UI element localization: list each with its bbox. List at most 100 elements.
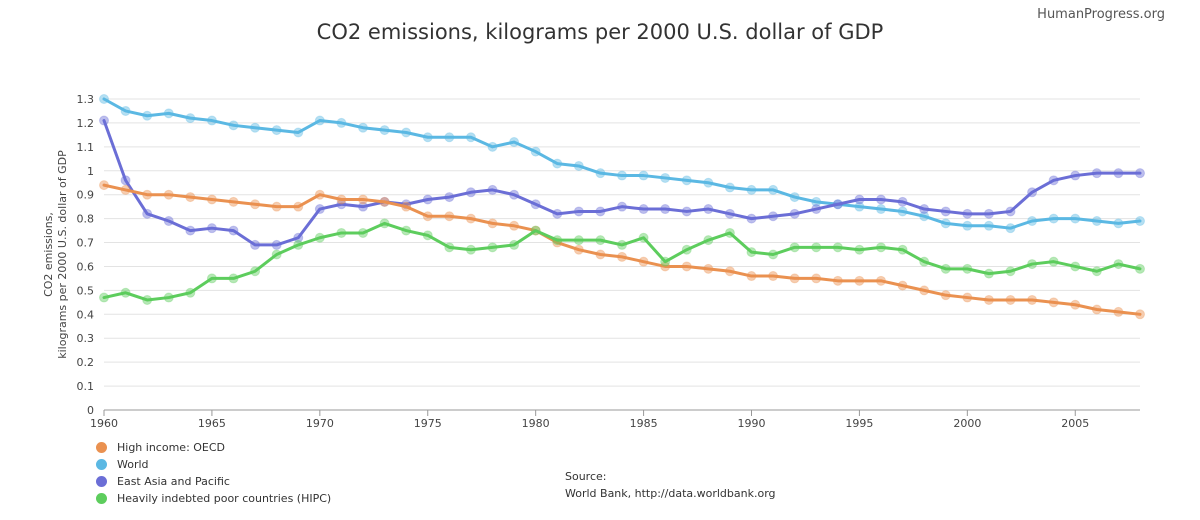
data-point[interactable] [120,184,131,195]
data-point[interactable] [940,218,951,229]
data-point[interactable] [768,211,779,222]
data-point[interactable] [444,132,455,143]
data-point[interactable] [1005,266,1016,277]
data-point[interactable] [832,199,843,210]
data-point[interactable] [919,211,930,222]
data-point[interactable] [595,206,606,217]
data-point[interactable] [681,261,692,272]
data-point[interactable] [897,280,908,291]
data-point[interactable] [422,211,433,222]
data-point[interactable] [142,208,153,219]
data-point[interactable] [681,206,692,217]
data-point[interactable] [1113,168,1124,179]
data-point[interactable] [962,292,973,303]
data-point[interactable] [854,194,865,205]
data-point[interactable] [746,247,757,258]
data-point[interactable] [530,225,541,236]
data-point[interactable] [983,208,994,219]
data-point[interactable] [120,105,131,116]
data-point[interactable] [617,251,627,262]
data-point[interactable] [638,232,649,243]
data-point[interactable] [724,266,735,277]
data-point[interactable] [120,175,131,186]
data-point[interactable] [487,184,498,195]
data-point[interactable] [811,204,822,215]
data-point[interactable] [962,220,973,231]
data-point[interactable] [638,256,649,267]
data-point[interactable] [789,273,800,284]
legend-item[interactable]: Heavily indebted poor countries (HIPC) [96,490,331,507]
credit-link[interactable]: HumanProgress.org [1037,7,1165,22]
data-point[interactable] [1113,259,1124,270]
data-point[interactable] [99,94,109,104]
data-point[interactable] [1005,294,1016,305]
data-point[interactable] [444,211,455,222]
data-point[interactable] [1005,223,1016,234]
data-point[interactable] [358,194,368,205]
data-point[interactable] [1135,309,1145,320]
data-point[interactable] [1048,297,1059,308]
data-point[interactable] [919,285,930,296]
legend-item[interactable]: World [96,456,331,473]
data-point[interactable] [509,189,520,200]
data-point[interactable] [314,232,325,243]
data-point[interactable] [789,242,800,253]
data-point[interactable] [314,204,325,215]
data-point[interactable] [897,206,908,217]
data-point[interactable] [1091,304,1102,315]
data-point[interactable] [573,206,584,217]
data-point[interactable] [444,192,455,203]
data-point[interactable] [811,196,822,207]
data-point[interactable] [703,235,714,246]
data-point[interactable] [99,292,109,303]
data-point[interactable] [271,239,282,250]
data-point[interactable] [487,141,498,152]
data-point[interactable] [1091,216,1102,227]
data-point[interactable] [962,208,973,219]
data-point[interactable] [768,271,779,282]
data-point[interactable] [876,194,886,205]
data-point[interactable] [811,273,822,284]
data-point[interactable] [595,168,606,179]
data-point[interactable] [1070,299,1081,310]
data-point[interactable] [1091,168,1102,179]
legend-item[interactable]: East Asia and Pacific [96,473,331,490]
data-point[interactable] [660,256,671,267]
data-point[interactable] [206,273,217,284]
data-point[interactable] [163,108,174,119]
data-point[interactable] [617,201,627,212]
data-point[interactable] [99,115,109,126]
data-point[interactable] [1113,306,1124,317]
data-point[interactable] [1027,294,1038,305]
data-point[interactable] [358,122,368,133]
data-point[interactable] [228,273,239,284]
data-point[interactable] [573,235,584,246]
data-point[interactable] [509,220,520,231]
data-point[interactable] [1135,263,1145,274]
legend-item[interactable]: High income: OECD [96,439,331,456]
data-point[interactable] [660,172,671,183]
data-point[interactable] [487,218,498,229]
data-point[interactable] [163,292,174,303]
data-point[interactable] [854,201,865,212]
data-point[interactable] [509,137,520,148]
data-point[interactable] [1027,187,1038,198]
data-point[interactable] [876,242,886,253]
data-point[interactable] [1048,175,1059,186]
data-point[interactable] [401,225,412,236]
data-point[interactable] [314,189,325,200]
data-point[interactable] [768,249,779,260]
data-point[interactable] [940,290,951,301]
data-point[interactable] [465,213,476,224]
data-point[interactable] [487,242,498,253]
data-point[interactable] [638,204,649,215]
data-point[interactable] [746,184,757,195]
data-point[interactable] [530,199,541,210]
data-point[interactable] [120,287,131,298]
data-point[interactable] [465,187,476,198]
data-point[interactable] [99,180,109,191]
data-point[interactable] [789,192,800,203]
data-point[interactable] [1070,261,1081,272]
data-point[interactable] [876,275,886,286]
data-point[interactable] [422,230,433,241]
